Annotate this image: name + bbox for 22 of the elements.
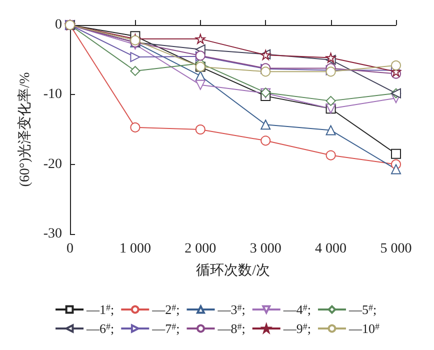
legend-label: —4#;: [282, 302, 311, 317]
x-tick-label: 1 000: [119, 242, 151, 256]
x-tick-label: 4 000: [315, 242, 347, 256]
legend-label: —6#;: [86, 321, 114, 336]
legend-label: —1#;: [86, 302, 114, 317]
legend-label: —3#;: [216, 302, 246, 317]
legend-label: —9#;: [282, 321, 311, 336]
y-tick-label: 0: [55, 18, 62, 32]
y-tick-label: -30: [43, 226, 62, 242]
x-axis-title: 循环次数/次: [196, 262, 270, 278]
y-tick-label: -10: [43, 87, 62, 102]
x-tick-label: 2 000: [184, 242, 216, 256]
legend-label: —2#;: [151, 302, 180, 317]
x-tick-label: 0: [66, 242, 74, 256]
legend-label: —8#;: [216, 321, 246, 336]
legend-label: —5#;: [348, 302, 377, 317]
legend-label: —10#: [348, 321, 380, 336]
x-tick-label: 5 000: [380, 242, 412, 256]
x-tick-label: 3 000: [250, 242, 282, 256]
legend-label: —7#;: [151, 321, 180, 336]
y-tick-label: -20: [43, 156, 62, 172]
y-axis-title: (60°)光泽变化率/%: [16, 72, 33, 187]
